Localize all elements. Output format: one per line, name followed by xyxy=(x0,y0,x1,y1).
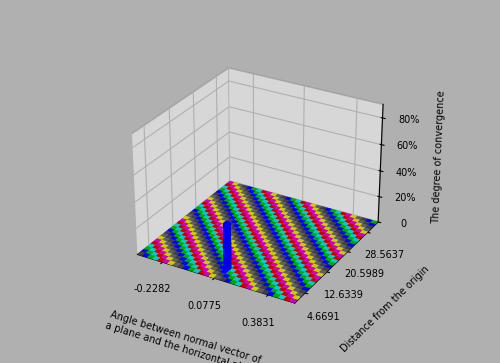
Y-axis label: Distance from the origin: Distance from the origin xyxy=(339,264,431,354)
X-axis label: Angle between normal vector of
a plane and the horizontal plane: Angle between normal vector of a plane a… xyxy=(104,309,263,363)
